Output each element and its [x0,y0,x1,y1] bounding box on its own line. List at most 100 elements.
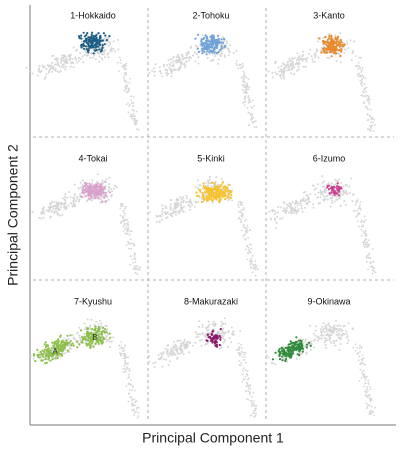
point [116,61,119,64]
point [119,214,122,217]
point [95,48,98,52]
point [243,86,246,89]
point [183,346,186,349]
point [242,101,245,104]
point [118,348,121,350]
point [201,195,204,198]
point [78,334,81,337]
point [90,52,93,55]
point [222,332,225,335]
point [326,198,329,201]
point [305,60,308,63]
point [247,249,250,252]
point [101,53,104,56]
point [325,51,328,54]
point [297,66,300,68]
point [290,59,293,62]
point [181,208,184,211]
panel: 4-Tokai [31,153,142,276]
point [220,320,223,323]
point [358,56,360,59]
point [166,350,169,353]
point [61,64,64,66]
point [185,60,188,63]
point [241,212,244,215]
point [367,108,370,111]
point [368,397,371,400]
point [351,52,354,54]
point [108,35,111,38]
point [132,386,134,388]
point [181,54,184,57]
point [123,77,125,79]
point [148,355,151,357]
point [310,343,313,346]
point [71,334,74,336]
point [184,64,187,67]
point [43,77,46,80]
point [85,190,88,193]
point [185,201,188,204]
point [93,323,96,326]
point [186,197,188,200]
point [123,355,126,357]
point [163,63,166,66]
point [227,331,230,334]
point [316,37,319,40]
point [247,237,249,239]
point [128,370,131,372]
point [126,367,129,370]
point [239,210,242,213]
point [130,99,133,102]
point [237,342,240,345]
point [302,50,304,53]
point [246,88,248,91]
point [36,354,40,357]
point [363,91,365,94]
point [322,322,325,325]
point [47,358,50,361]
point [80,40,83,43]
point [213,182,216,185]
point [165,217,168,219]
point [124,228,127,230]
point [325,330,328,333]
point [241,88,244,91]
point [129,263,131,266]
point [209,175,211,178]
point [224,338,226,341]
point [223,37,226,41]
point [69,339,72,343]
point [92,35,95,38]
point [342,185,345,188]
point [201,326,204,328]
point [210,42,213,45]
point [370,118,373,120]
point [127,400,130,403]
point [49,202,52,205]
point [106,36,109,39]
point [105,42,108,45]
point [251,255,254,257]
point [88,189,91,192]
point [60,203,63,206]
point [108,185,110,188]
point [64,195,66,198]
point [242,76,245,78]
point [373,118,376,121]
point [102,39,105,42]
point [276,211,279,214]
point [202,333,205,336]
point [108,183,111,186]
point [295,343,299,346]
point [347,339,350,342]
point [242,65,244,67]
point [337,180,340,183]
point [177,68,180,71]
point [112,40,115,43]
point [68,55,71,58]
point [307,196,310,199]
point [54,67,57,70]
point [290,352,293,355]
point [89,324,92,327]
